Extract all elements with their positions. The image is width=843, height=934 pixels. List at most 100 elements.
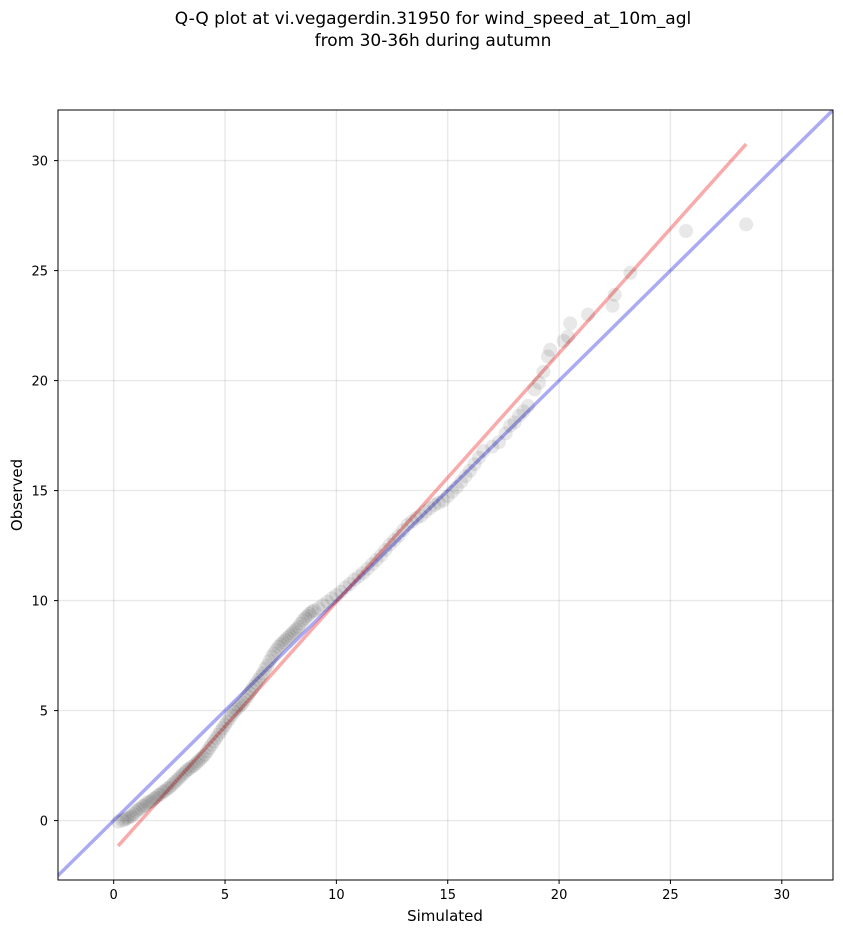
- data-point: [115, 813, 130, 828]
- data-point: [607, 287, 622, 302]
- data-point: [503, 418, 518, 433]
- data-point: [440, 489, 455, 504]
- data-point: [291, 620, 306, 634]
- data-point: [155, 785, 170, 799]
- data-point: [251, 672, 266, 687]
- data-point: [171, 771, 186, 786]
- data-point: [560, 329, 575, 344]
- data-point: [260, 658, 275, 673]
- data-point: [166, 776, 181, 791]
- data-point: [454, 474, 469, 489]
- data-point: [267, 646, 282, 661]
- data-point: [189, 756, 204, 771]
- data-point: [298, 611, 313, 626]
- data-point: [338, 580, 353, 595]
- data-point: [739, 217, 754, 232]
- data-point: [193, 752, 208, 766]
- data-point: [264, 649, 279, 664]
- data-point: [273, 637, 288, 652]
- data-point: [173, 769, 188, 784]
- data-point: [200, 744, 215, 759]
- data-point: [195, 749, 210, 764]
- data-point: [527, 382, 542, 397]
- data-point: [520, 398, 535, 413]
- data-point: [244, 682, 259, 697]
- data-point: [231, 700, 246, 715]
- data-point: [180, 763, 195, 777]
- data-point: [271, 639, 286, 654]
- x-tick-label: 15: [439, 888, 456, 903]
- data-point: [258, 661, 273, 676]
- data-point: [128, 804, 143, 819]
- data-point: [229, 702, 244, 717]
- data-point: [369, 552, 384, 567]
- plot-frame: [57, 109, 834, 881]
- data-point: [414, 508, 429, 523]
- data-point: [516, 404, 531, 419]
- data-point: [347, 572, 362, 587]
- data-point: [365, 557, 380, 572]
- chart-title-line-2: from 30-36h during autumn: [314, 31, 552, 51]
- fit-line: [116, 142, 748, 848]
- data-point: [253, 669, 268, 684]
- data-point: [436, 493, 451, 508]
- plot-area: [58, 110, 833, 879]
- x-tick-label: 0: [110, 888, 118, 903]
- data-point: [449, 480, 464, 495]
- data-point: [242, 686, 257, 700]
- data-point: [262, 654, 277, 669]
- data-point: [467, 457, 482, 472]
- data-point: [135, 799, 150, 814]
- data-point: [284, 626, 299, 641]
- data-point: [458, 469, 473, 484]
- data-point: [378, 543, 393, 557]
- data-point: [289, 622, 304, 637]
- data-point: [373, 548, 388, 563]
- data-point: [191, 754, 206, 769]
- data-point: [137, 798, 152, 813]
- data-point: [142, 794, 157, 809]
- data-point: [342, 577, 357, 592]
- data-point: [206, 734, 221, 749]
- data-point: [304, 604, 319, 619]
- data-point: [360, 561, 375, 576]
- data-point: [316, 598, 331, 612]
- data-point: [623, 265, 638, 280]
- data-point: [462, 463, 477, 478]
- data-point: [445, 484, 460, 499]
- y-tick-label: 5: [40, 705, 48, 720]
- data-point: [240, 689, 255, 704]
- chart-title-line-1: Q-Q plot at vi.vegagerdin.31950 for wind…: [174, 9, 692, 29]
- data-point: [148, 790, 163, 805]
- data-point: [536, 364, 551, 379]
- data-point: [124, 809, 139, 824]
- data-point: [280, 631, 295, 645]
- data-point: [162, 780, 177, 795]
- data-point: [235, 695, 250, 710]
- reference-lines: [58, 110, 833, 879]
- data-point: [204, 737, 219, 752]
- data-point: [320, 594, 335, 609]
- data-point: [209, 731, 224, 746]
- data-point: [255, 666, 270, 681]
- data-point: [295, 613, 310, 628]
- one-to-one-line: [58, 110, 833, 879]
- data-point: [287, 624, 302, 639]
- data-point: [269, 643, 284, 658]
- data-point: [182, 761, 197, 776]
- data-point: [111, 814, 126, 829]
- data-point: [302, 606, 317, 621]
- data-point: [507, 415, 522, 430]
- x-axis-label: Simulated: [407, 907, 483, 925]
- data-point: [186, 758, 201, 773]
- data-point: [356, 566, 371, 581]
- data-point: [476, 444, 491, 458]
- x-tick-label: 10: [328, 888, 345, 903]
- axis-ticks: 0 5 10 15 20 25 30 0 5 10 15 20 25 30: [31, 155, 790, 903]
- data-point: [197, 747, 212, 762]
- data-point: [151, 788, 166, 803]
- data-point: [177, 765, 192, 780]
- data-point: [122, 810, 137, 825]
- data-point: [218, 717, 233, 732]
